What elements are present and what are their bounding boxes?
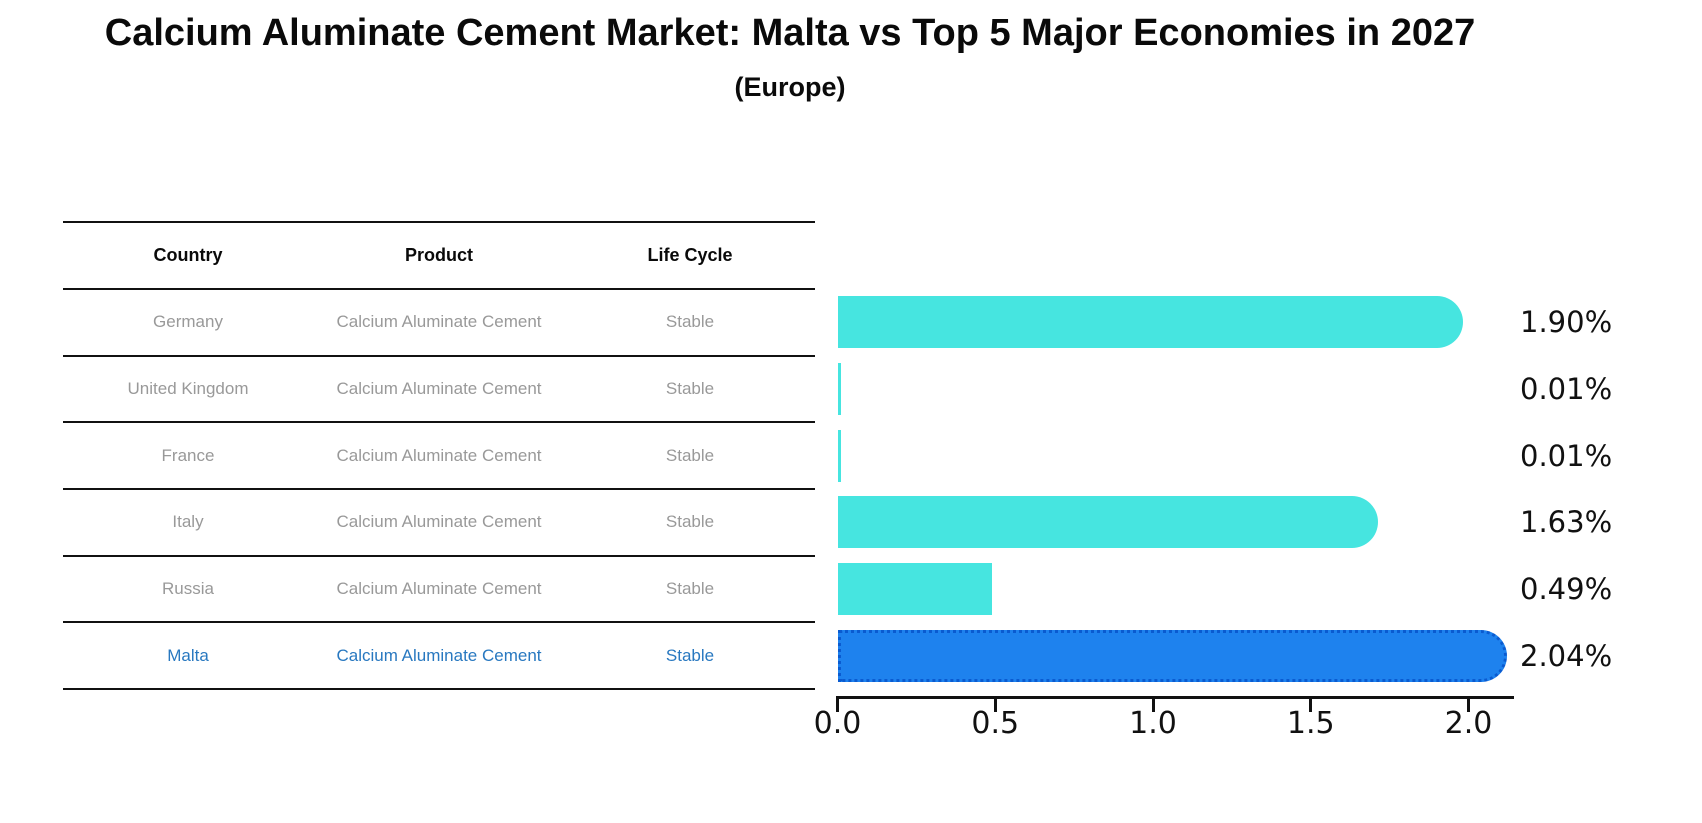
table-header-product: Product	[404, 244, 474, 265]
x-axis-tick-label: 2.0	[1444, 706, 1493, 741]
table-rule	[63, 287, 815, 290]
cell-life-cycle: Stable	[665, 445, 715, 465]
x-axis-tick	[836, 699, 839, 712]
cell-country: United Kingdom	[127, 378, 249, 398]
x-axis-tick-label: 0.0	[813, 706, 862, 741]
x-axis-tick-label: 0.5	[971, 706, 1020, 741]
cell-product: Calcium Aluminate Cement	[336, 445, 542, 465]
value-label-russia: 0.49%	[1520, 571, 1613, 606]
table-rule	[63, 487, 815, 490]
cell-life-cycle: Stable	[665, 578, 715, 598]
bar-germany	[837, 296, 1463, 349]
cell-product: Calcium Aluminate Cement	[336, 578, 542, 598]
cell-country: Malta	[167, 645, 209, 665]
x-axis-tick-label: 1.0	[1129, 706, 1177, 741]
x-axis-tick	[1467, 699, 1470, 712]
bar-united-kingdom	[837, 362, 841, 415]
table-rule	[63, 687, 815, 690]
x-axis-tick	[1309, 699, 1313, 712]
cell-product: Calcium Aluminate Cement	[336, 312, 542, 332]
value-label-italy: 1.63%	[1520, 505, 1613, 540]
value-label-france: 0.01%	[1520, 438, 1613, 473]
chart-subtitle: (Europe)	[734, 72, 846, 102]
cell-country: Italy	[172, 512, 204, 532]
x-axis-tick	[993, 699, 997, 712]
cell-country: Germany	[153, 312, 223, 332]
value-label-united-kingdom: 0.01%	[1520, 371, 1613, 406]
table-rule	[63, 354, 815, 357]
cell-life-cycle: Stable	[665, 312, 715, 332]
cell-country: Russia	[162, 578, 214, 598]
table-rule	[63, 621, 815, 624]
bar-malta	[837, 629, 1508, 682]
x-axis-line	[836, 696, 1514, 699]
x-axis-tick	[1151, 699, 1155, 712]
cell-product: Calcium Aluminate Cement	[336, 512, 542, 532]
value-label-malta: 2.04%	[1520, 638, 1613, 673]
cell-product: Calcium Aluminate Cement	[336, 645, 542, 665]
x-axis-tick-label: 1.5	[1286, 706, 1335, 741]
cell-life-cycle: Stable	[665, 378, 715, 398]
table-rule	[63, 421, 815, 424]
table-rule	[63, 554, 815, 557]
cell-product: Calcium Aluminate Cement	[336, 378, 542, 398]
cell-country: France	[161, 445, 215, 465]
cell-life-cycle: Stable	[665, 512, 715, 532]
bar-italy	[837, 496, 1378, 549]
bar-russia	[837, 562, 993, 615]
cell-life-cycle: Stable	[665, 645, 715, 665]
table-header-country: Country	[153, 244, 223, 265]
value-label-germany: 1.90%	[1520, 305, 1613, 340]
bar-france	[837, 429, 841, 482]
table-rule	[63, 221, 815, 224]
table-header-life-cycle: Life Cycle	[647, 244, 733, 265]
chart-title: Calcium Aluminate Cement Market: Malta v…	[104, 12, 1476, 54]
